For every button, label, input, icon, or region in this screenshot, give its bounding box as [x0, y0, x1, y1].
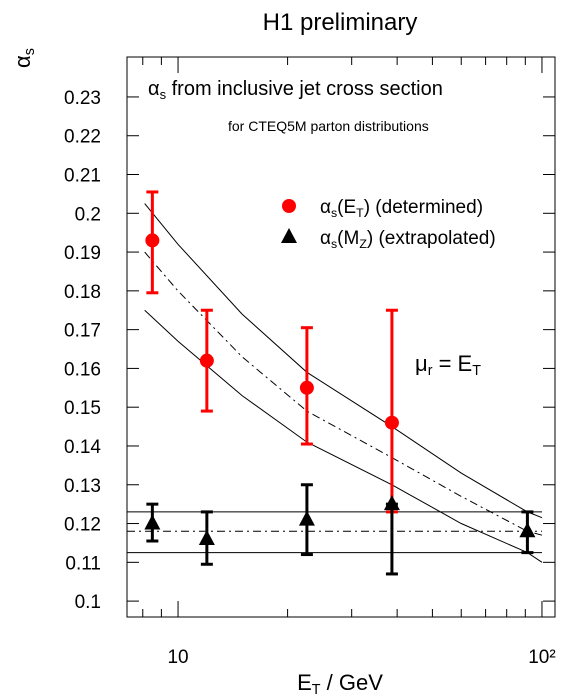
plot-frame — [126, 56, 556, 618]
annotation-part: from inclusive jet cross section — [166, 78, 443, 100]
annotation: for CTEQ5M parton distributions — [228, 118, 429, 134]
y-tick-label: 0.17 — [64, 321, 101, 342]
x-axis-label-part: / GeV — [321, 670, 384, 695]
band-curve — [144, 309, 543, 563]
y-tick-label: 0.23 — [64, 88, 101, 109]
data-point — [383, 495, 400, 511]
y-tick-label: 0.18 — [64, 282, 101, 303]
data-point — [298, 510, 315, 526]
annotation-part: r — [428, 363, 433, 379]
chart-title: H1 preliminary — [263, 9, 418, 36]
data-point — [199, 353, 214, 368]
legend-label-part: ) (extrapolated) — [367, 228, 496, 249]
annotation: μr = ET — [415, 351, 481, 379]
legend-marker — [281, 228, 297, 243]
legend-label-part: (E — [337, 197, 356, 218]
legend-label-part: T — [356, 206, 364, 220]
legend-label: αs(ET) (determined) — [320, 197, 483, 220]
y-tick-label: 0.1 — [75, 592, 101, 613]
x-tick-label: 10 — [167, 647, 188, 668]
data-point — [145, 233, 160, 248]
x-axis-label-part: E — [297, 670, 312, 695]
data-point — [519, 522, 536, 538]
x-axis-label: ET / GeV — [297, 670, 383, 698]
band-curve — [144, 203, 543, 519]
legend-label-part: ) (determined) — [364, 197, 483, 218]
annotation-part: = E — [432, 351, 472, 376]
y-tick-label: 0.22 — [64, 127, 101, 148]
y-tick-label: 0.2 — [75, 204, 101, 225]
annotation-part: α — [148, 78, 160, 100]
annotation-part: for CTEQ5M parton distributions — [228, 118, 429, 134]
y-axis-label-part: s — [22, 48, 38, 55]
legend-label-part: Z — [359, 237, 367, 251]
x-axis-label-part: T — [312, 682, 321, 698]
y-tick-label: 0.21 — [64, 166, 101, 187]
y-tick-label: 0.13 — [64, 476, 101, 497]
y-tick-label: 0.12 — [64, 515, 101, 536]
y-axis-label: αs — [10, 48, 38, 68]
y-tick-label: 0.15 — [64, 398, 101, 419]
data-point — [144, 514, 161, 530]
legend-label-part: α — [320, 197, 331, 218]
legend-label-part: s — [331, 237, 337, 251]
annotation-part: μ — [415, 351, 428, 376]
y-tick-label: 0.19 — [64, 243, 101, 264]
data-point — [198, 530, 215, 546]
annotation: αs from inclusive jet cross section — [148, 78, 443, 102]
legend-label-part: (M — [337, 228, 359, 249]
y-tick-label: 0.11 — [65, 553, 101, 574]
y-tick-label: 0.14 — [64, 437, 101, 458]
y-tick-label: 0.16 — [64, 359, 101, 380]
data-point — [384, 415, 399, 430]
band-curve — [144, 251, 543, 536]
data-point — [299, 380, 314, 395]
annotation-part: s — [160, 87, 167, 102]
x-tick-label: 10² — [528, 647, 555, 668]
legend-label-part: α — [320, 228, 331, 249]
annotation-part: T — [472, 363, 481, 379]
legend-label: αs(MZ) (extrapolated) — [320, 228, 496, 251]
legend-label-part: s — [331, 206, 337, 220]
y-axis-label-part: α — [10, 55, 35, 68]
legend-marker — [282, 199, 296, 213]
